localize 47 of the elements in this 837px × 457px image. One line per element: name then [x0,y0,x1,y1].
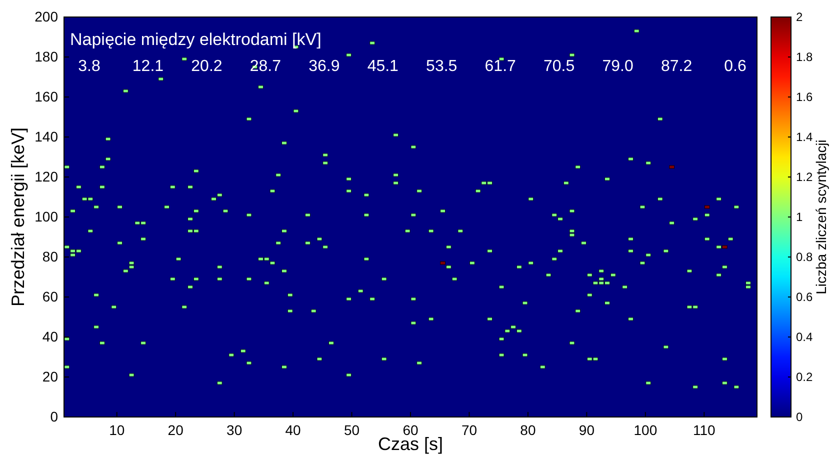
x-tick-label: 30 [226,422,242,438]
annotation: 61.7 [484,58,516,75]
y-tick-label: 0 [50,408,58,424]
annotation: 36.9 [308,58,340,75]
annotation: 20.2 [191,58,222,75]
y-tick-label: 80 [42,248,58,264]
x-tick-label: 40 [285,422,302,438]
color-bar-label: 1.8 [796,50,814,64]
y-tick-label: 180 [34,48,58,64]
annotation: 12.1 [132,58,164,75]
annotation: 70.5 [544,58,575,75]
annotation: 87.2 [660,58,692,75]
annotation: 0.6 [724,58,746,75]
y-tick-label: 140 [34,128,58,144]
x-tick-label: 70 [461,422,478,438]
y-tick-label: 160 [34,88,58,104]
color-bar-label: 0.6 [796,290,814,304]
color-bar-label: 0.4 [796,330,814,344]
color-bar-label: 1.2 [796,170,814,184]
y-tick-label: 200 [34,8,58,24]
annotation: 45.1 [367,58,399,75]
y-tick-label: 60 [42,288,58,304]
color-bar-label: 2 [796,10,803,24]
annotation: Napięcie między elektrodami [kV] [70,30,322,49]
color-bar-label: 1 [796,210,803,224]
x-tick-label: 10 [109,422,125,438]
x-tick-label: 100 [634,422,658,438]
color-bar-title: Liczba zliczeń scyntylacji [813,140,829,294]
annotation: 3.8 [78,58,100,75]
annotation: 53.5 [426,58,458,75]
x-tick-label: 20 [168,422,184,438]
y-tick-label: 120 [34,168,58,184]
annotation: 28.7 [250,58,282,75]
y-axis-title: Przedział energii [keV] [8,127,28,307]
y-tick-label: 100 [34,208,58,224]
color-bar-label: 0 [796,410,803,424]
x-tick-label: 50 [344,422,360,438]
y-tick-label: 20 [42,368,58,384]
x-tick-label: 90 [578,422,595,438]
color-bar-label: 0.2 [796,370,814,384]
color-bar-label: 1.6 [796,90,814,104]
color-bar-label: 0.8 [796,250,814,264]
color-bar-label: 1.4 [796,130,814,144]
y-tick-label: 40 [42,328,58,344]
x-tick-label: 80 [520,422,536,438]
annotation: 79.0 [602,58,634,75]
x-tick-label: 110 [692,422,716,438]
